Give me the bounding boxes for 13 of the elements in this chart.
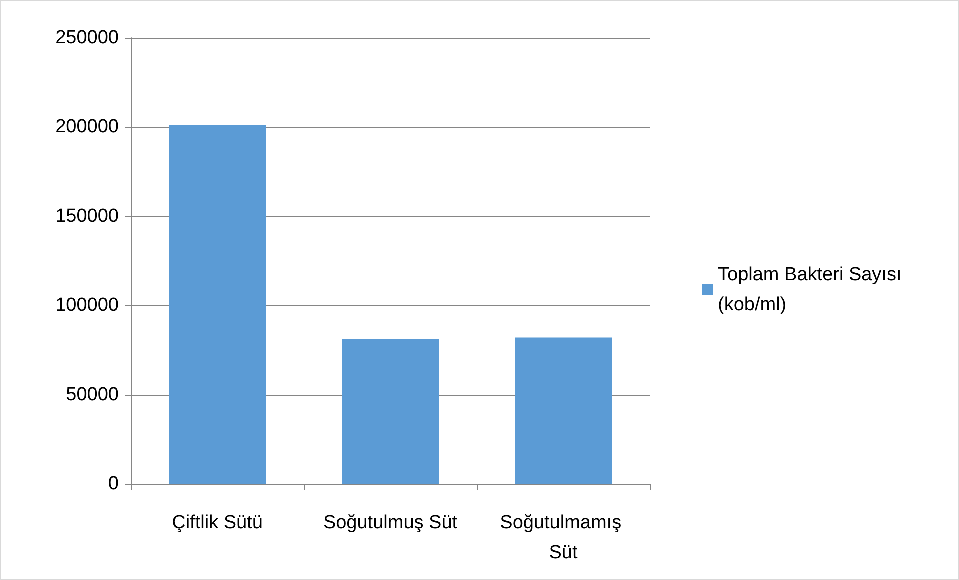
x-tick-label: Soğutulmuş Süt <box>323 512 458 534</box>
y-tick-label: 100000 <box>56 295 119 316</box>
y-tick-label: 50000 <box>66 384 119 406</box>
bar <box>342 339 439 484</box>
y-tick-label: 0 <box>108 474 119 494</box>
bar <box>515 338 612 484</box>
bar <box>169 125 266 484</box>
legend-label: Toplam Bakteri Sayısı (kob/ml) <box>718 264 908 316</box>
x-tick-label: Çiftlik Sütü <box>172 512 263 534</box>
y-tick-label: 250000 <box>56 28 119 48</box>
x-tick-label: Soğutulmamış Süt <box>500 512 627 564</box>
y-tick-label: 150000 <box>56 206 119 227</box>
y-tick-label: 200000 <box>56 116 119 138</box>
